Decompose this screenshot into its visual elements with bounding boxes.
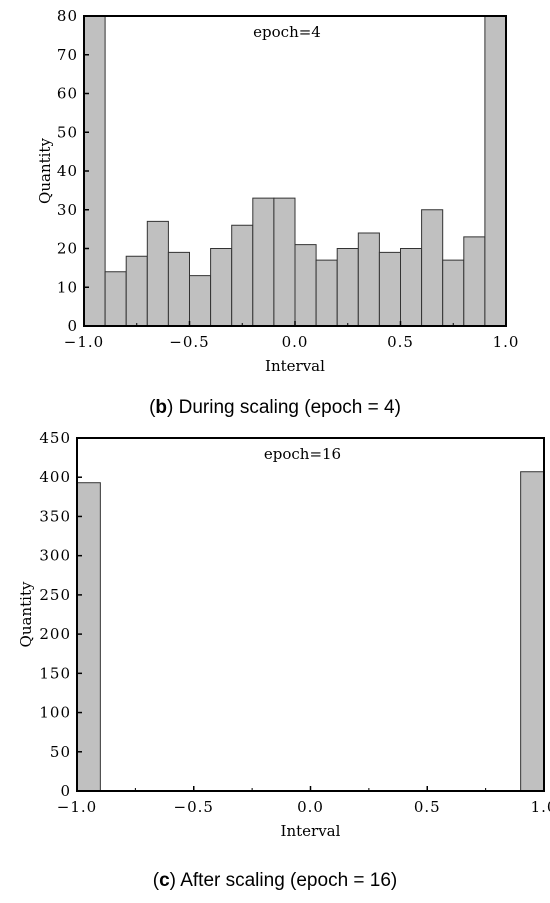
x-tick-label: −1.0	[57, 798, 97, 816]
histogram-chart-epoch-16: −1.0 −0.5 0.0 0.5 1.0 0 50 100 150 200 250 300 350 40…	[17, 429, 550, 840]
x-tick-label: 1.0	[493, 333, 520, 351]
y-tick-label: 200	[39, 625, 71, 643]
y-tick-label: 70	[57, 46, 78, 64]
x-tick-label: 0.5	[414, 798, 441, 816]
y-tick-label: 150	[39, 664, 71, 682]
y-tick-label: 80	[57, 7, 78, 25]
y-tick-label: 0	[60, 782, 71, 800]
y-tick-label: 0	[67, 317, 78, 335]
y-tick-label: 30	[57, 201, 78, 219]
y-tick-label: 10	[57, 278, 78, 296]
x-tick-label: −1.0	[64, 333, 104, 351]
x-axis-title: Interval	[265, 357, 325, 375]
y-tick-label: 20	[57, 240, 78, 258]
y-tick-label: 350	[39, 507, 71, 525]
x-tick-label: 0.5	[387, 333, 414, 351]
y-axis-title: Quantity	[36, 138, 54, 204]
y-tick-label: 100	[39, 704, 71, 722]
y-tick-label: 50	[57, 123, 78, 141]
caption-c: (c) After scaling (epoch = 16)	[152, 870, 398, 891]
plot-frame	[76, 437, 545, 792]
x-tick-label: 1.0	[531, 798, 550, 816]
y-axis-title: Quantity	[17, 581, 35, 647]
x-axis-title: Interval	[281, 822, 341, 840]
y-tick-label: 400	[39, 468, 71, 486]
x-tick-label: 0.0	[297, 798, 324, 816]
x-tick-label: −0.5	[174, 798, 214, 816]
histogram-chart-epoch-4: −1.0 −0.5 0.0 0.5 1.0 0 10 20 30 40 50 60 70 80 Interv…	[36, 7, 520, 375]
y-tick-label: 450	[39, 429, 71, 447]
caption-b: (b) During scaling (epoch = 4)	[149, 397, 401, 418]
epoch-annotation: epoch=4	[253, 23, 321, 41]
epoch-annotation: epoch=16	[264, 445, 341, 463]
x-tick-label: 0.0	[282, 333, 309, 351]
y-tick-label: 40	[57, 162, 78, 180]
y-tick-label: 300	[39, 547, 71, 565]
y-tick-label: 250	[39, 586, 71, 604]
histogram-bar	[520, 471, 545, 792]
y-tick-label: 50	[50, 743, 71, 761]
y-tick-label: 60	[57, 85, 78, 103]
histogram-bar	[76, 482, 101, 792]
x-tick-label: −0.5	[169, 333, 209, 351]
